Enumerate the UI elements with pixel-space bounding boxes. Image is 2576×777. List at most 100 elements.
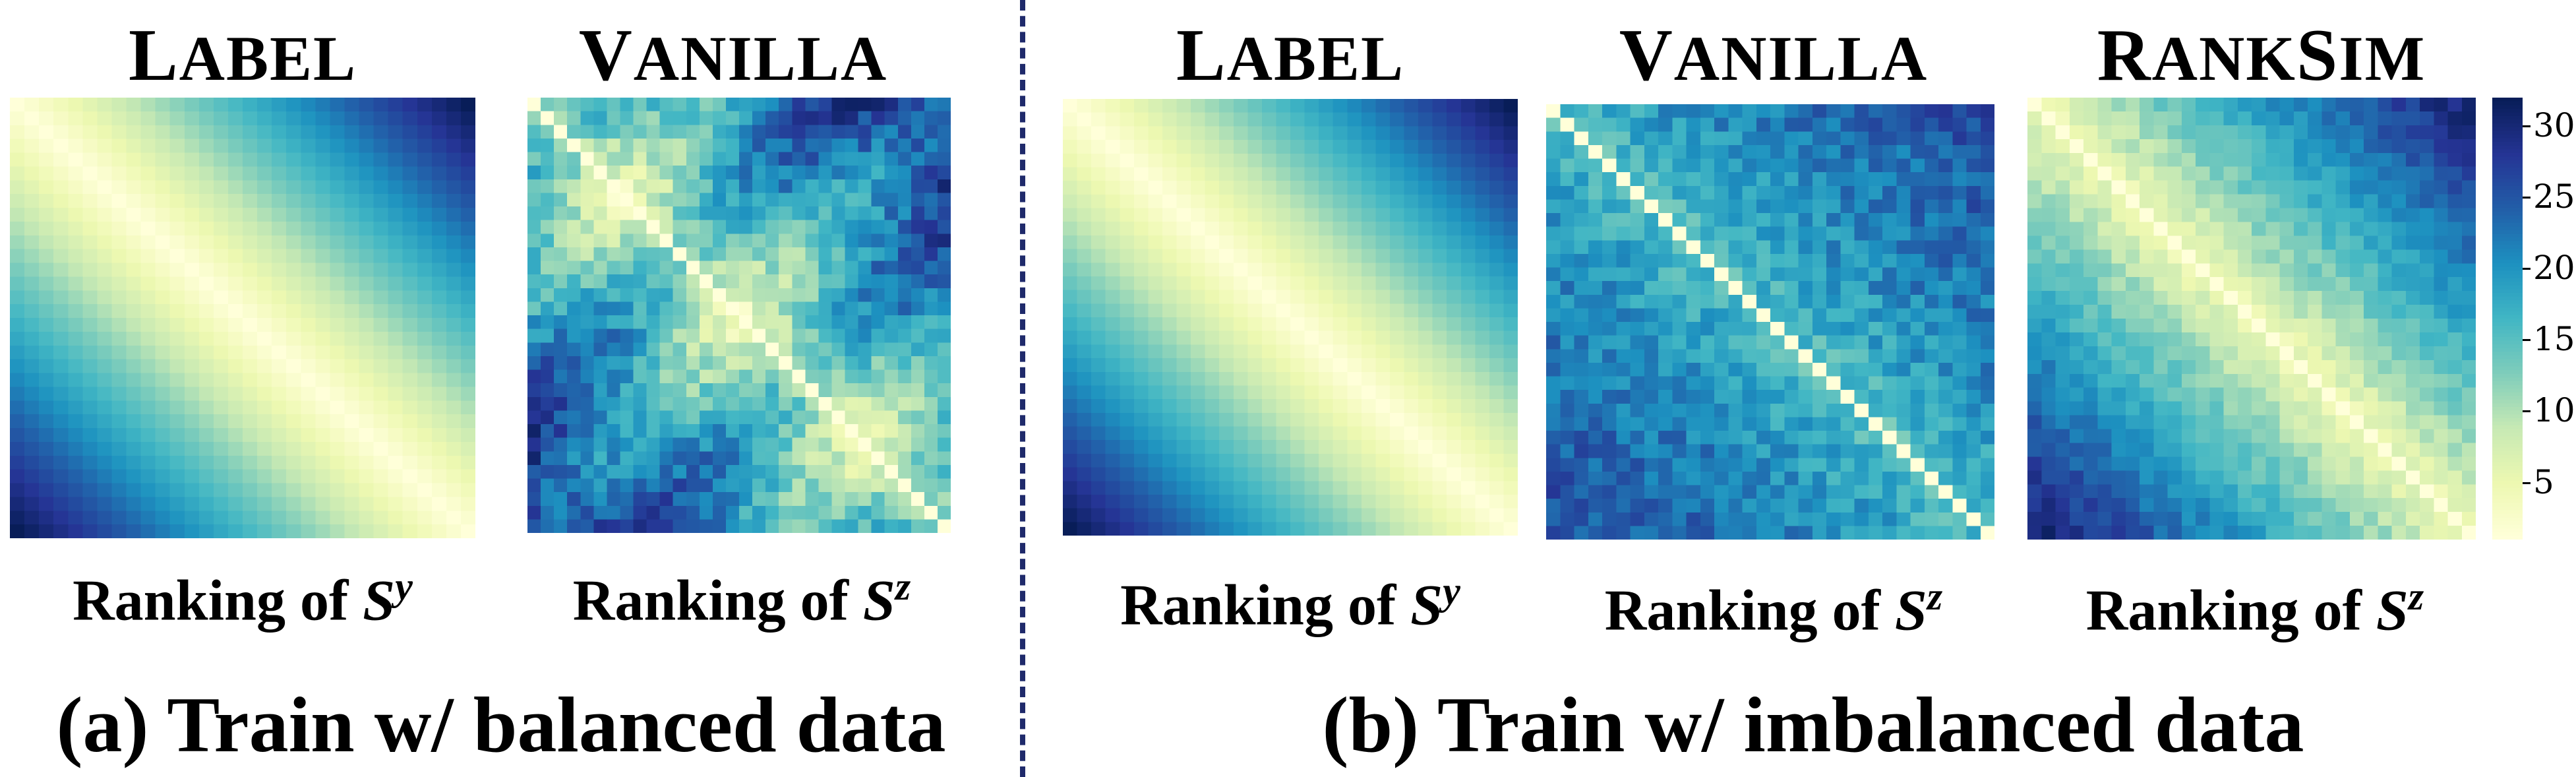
heatmap-cell [257, 359, 272, 374]
heatmap-cell [805, 288, 819, 302]
heatmap-cell [1756, 431, 1771, 445]
heatmap-cell [140, 98, 156, 112]
heatmap-cell [792, 464, 806, 480]
heatmap-cell [111, 125, 127, 140]
heatmap-cell [301, 152, 316, 167]
heatmap-cell [1063, 358, 1078, 373]
heatmap-cell [1700, 267, 1715, 282]
heatmap-cell [359, 263, 374, 277]
heatmap-cell [417, 524, 433, 538]
heatmap-cell [911, 505, 925, 520]
heatmap-cell [831, 261, 846, 275]
heatmap-cell [227, 400, 243, 415]
heatmap-cell [831, 451, 846, 466]
heatmap-cell [2293, 166, 2308, 181]
heatmap-cell [97, 400, 113, 415]
heatmap-cell [1276, 290, 1291, 304]
heatmap-cell [388, 290, 404, 305]
heatmap-cell [593, 315, 607, 330]
heatmap-cell [725, 464, 740, 480]
heatmap-cell [169, 428, 185, 443]
heatmap-cell [1176, 358, 1191, 373]
heatmap-cell [1261, 276, 1277, 291]
heatmap-cell [1205, 494, 1220, 509]
heatmap-cell [1148, 222, 1163, 236]
heatmap-cell [593, 179, 607, 193]
heatmap-cell [243, 276, 258, 291]
heatmap-cell [1290, 194, 1305, 209]
heatmap-cell [818, 247, 833, 262]
heatmap-cell [315, 373, 330, 387]
heatmap-cell [2349, 111, 2364, 126]
heatmap-cell [1319, 99, 1334, 113]
heatmap-cell [1602, 322, 1617, 336]
heatmap-cell [1233, 290, 1248, 304]
heatmap-cell [2321, 470, 2337, 485]
heatmap-cell [1120, 222, 1135, 236]
heatmap-cell [1077, 385, 1092, 400]
heatmap-cell [359, 221, 374, 236]
heatmap-cell [633, 492, 647, 507]
heatmap-cell [752, 301, 766, 316]
heatmap-cell [607, 274, 621, 289]
heatmap-cell [140, 152, 156, 167]
heatmap-cell [2461, 359, 2476, 375]
heatmap-cell [2293, 443, 2308, 457]
heatmap-cell [1077, 235, 1092, 250]
heatmap-cell [2335, 249, 2351, 264]
heatmap-cell [2097, 346, 2112, 361]
heatmap-cell [620, 111, 634, 125]
heatmap-cell [620, 505, 634, 520]
heatmap-cell [2378, 401, 2393, 416]
heatmap-cell [1120, 153, 1135, 168]
heatmap-cell [2420, 319, 2434, 333]
heatmap-cell [2223, 139, 2238, 154]
heatmap-cell [1798, 485, 1813, 499]
heatmap-cell [417, 483, 433, 497]
heatmap-cell [1133, 126, 1149, 140]
heatmap-cell [2293, 346, 2308, 361]
heatmap-cell [417, 497, 433, 511]
heatmap-cell [126, 249, 142, 264]
heatmap-cell [1063, 126, 1078, 140]
heatmap-cell [2252, 470, 2266, 485]
heatmap-cell [858, 478, 872, 493]
heatmap-cell [2364, 194, 2378, 209]
heatmap-cell [431, 441, 447, 456]
heatmap-cell [1574, 431, 1589, 445]
heatmap-cell [1980, 390, 1994, 404]
heatmap-cell [659, 478, 674, 493]
heatmap-cell [884, 383, 899, 398]
heatmap-cell [1347, 317, 1362, 332]
heatmap-cell [1489, 167, 1505, 181]
heatmap-cell [2335, 359, 2351, 375]
heatmap-cell [2237, 139, 2252, 154]
heatmap-cell [1176, 481, 1191, 495]
heatmap-cell [1868, 390, 1883, 404]
heatmap-cell [527, 437, 541, 452]
heatmap-cell [1290, 153, 1305, 168]
heatmap-cell [818, 138, 833, 153]
heatmap-cell [1896, 185, 1911, 200]
heatmap-cell [1447, 276, 1462, 291]
heatmap-cell [858, 369, 872, 384]
heatmap-cell [2378, 415, 2393, 430]
heatmap-cell [1644, 281, 1659, 295]
heatmap-cell [2265, 180, 2281, 195]
heatmap-cell [1588, 390, 1603, 404]
heatmap-cell [213, 373, 229, 387]
heatmap-cell [2434, 111, 2449, 126]
heatmap-cell [1333, 426, 1348, 441]
heatmap-cell [1205, 208, 1220, 222]
heatmap-cell [1077, 330, 1092, 345]
heatmap-cell [97, 125, 113, 140]
heatmap-cell [1938, 431, 1953, 445]
heatmap-cell [1826, 253, 1841, 268]
heatmap-cell [924, 206, 938, 221]
heatmap-cell [2335, 291, 2351, 305]
heatmap-cell [805, 98, 819, 112]
heatmap-cell [1742, 499, 1757, 513]
heatmap-cell [739, 424, 753, 439]
heatmap-cell [272, 469, 287, 484]
heatmap-cell [1700, 335, 1715, 350]
